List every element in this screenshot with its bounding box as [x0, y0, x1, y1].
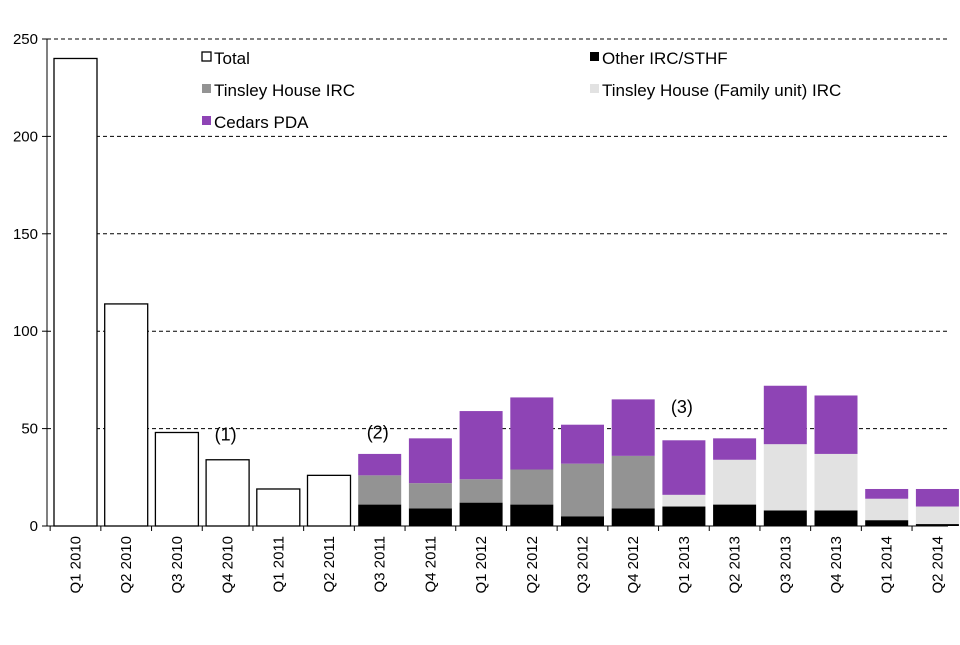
- y-tick-label: 100: [13, 323, 38, 340]
- bar-segment-other-irc-sthf: [915, 524, 959, 526]
- y-tick-label: 250: [13, 31, 38, 48]
- bar-segment-cedars-pda: [611, 399, 655, 456]
- bar-segment-cedars-pda: [713, 438, 757, 460]
- x-tick-label: Q1 2013: [676, 536, 693, 594]
- legend: Total Other IRC/STHF Tinsley House IRC Tins…: [201, 49, 841, 132]
- x-tick-label: Q1 2014: [879, 536, 896, 594]
- x-tick-label: Q4 2011: [422, 536, 439, 592]
- bar-total: [306, 474, 352, 527]
- legend-swatch-tinsley-house-family-unit-irc: [590, 84, 599, 93]
- annotation-note: (3): [671, 397, 693, 417]
- bar-total: [154, 431, 200, 527]
- bar-segment-cedars-pda: [814, 395, 858, 454]
- bars: [53, 57, 959, 527]
- bar-total: [256, 488, 301, 527]
- bar-segment-cedars-pda: [561, 424, 604, 464]
- x-tick-label: Q2 2011: [321, 536, 338, 592]
- bar-segment-cedars-pda: [510, 397, 554, 470]
- x-tick-label: Q1 2010: [68, 536, 85, 594]
- bar-segment-cedars-pda: [459, 411, 503, 480]
- bar-total: [53, 57, 98, 527]
- bar-segment-other-irc-sthf: [358, 504, 402, 526]
- x-tick-label: Q1 2011: [270, 536, 287, 592]
- legend-label-cedars-pda: Cedars PDA: [214, 113, 309, 132]
- x-tick-label: Q3 2010: [169, 536, 186, 594]
- bar-segment-other-irc-sthf: [408, 508, 452, 526]
- bar-segment-other-irc-sthf: [865, 520, 909, 526]
- bar-segment-tinsley-house-family-unit-irc: [814, 453, 858, 511]
- bar-segment-tinsley-house-irc: [510, 469, 554, 505]
- x-tick-label: Q1 2012: [473, 536, 490, 594]
- bar-total: [205, 459, 250, 527]
- bar-segment-other-irc-sthf: [459, 502, 503, 526]
- bar-segment-tinsley-house-irc: [561, 463, 604, 517]
- x-tick-label: Q2 2012: [524, 536, 541, 594]
- bar-segment-cedars-pda: [865, 488, 909, 499]
- x-tick-label: Q3 2012: [575, 536, 592, 594]
- bar-segment-cedars-pda: [662, 440, 706, 495]
- legend-label-tinsley-house-family-unit-irc: Tinsley House (Family unit) IRC: [602, 81, 841, 100]
- x-tick-label: Q4 2010: [220, 536, 237, 594]
- bar-segment-other-irc-sthf: [611, 508, 655, 526]
- bar-segment-other-irc-sthf: [814, 510, 858, 526]
- legend-swatch-cedars-pda: [202, 116, 211, 125]
- bar-segment-tinsley-house-family-unit-irc: [713, 459, 757, 505]
- x-tick-label: Q3 2011: [372, 536, 389, 592]
- legend-swatch-tinsley-house-irc: [202, 84, 211, 93]
- bar-segment-other-irc-sthf: [713, 504, 757, 526]
- y-tick-label: 50: [21, 421, 38, 438]
- x-tick-label: Q2 2010: [118, 536, 135, 594]
- bar-segment-tinsley-house-family-unit-irc: [763, 444, 807, 511]
- bar-segment-other-irc-sthf: [561, 516, 604, 526]
- x-tick-label: Q4 2012: [625, 536, 642, 594]
- bar-segment-tinsley-house-family-unit-irc: [865, 498, 909, 521]
- bar-segment-other-irc-sthf: [763, 510, 807, 526]
- y-tick-label: 200: [13, 128, 38, 145]
- bar-segment-cedars-pda: [358, 453, 402, 476]
- bar-segment-tinsley-house-irc: [611, 455, 655, 509]
- y-tick-label: 0: [30, 518, 38, 535]
- bar-segment-tinsley-house-family-unit-irc: [915, 506, 959, 525]
- y-tick-label: 150: [13, 226, 38, 243]
- bar-total: [104, 303, 149, 527]
- bar-segment-tinsley-house-irc: [408, 483, 452, 509]
- legend-label-tinsley-house-irc: Tinsley House IRC: [214, 81, 355, 100]
- x-tick-label: Q3 2013: [777, 536, 794, 594]
- legend-swatch-total: [201, 51, 212, 62]
- bar-segment-cedars-pda: [915, 488, 959, 507]
- bar-segment-tinsley-house-irc: [459, 479, 503, 503]
- bar-segment-other-irc-sthf: [662, 506, 706, 526]
- x-tick-label: Q2 2013: [727, 536, 744, 594]
- legend-label-other-irc-sthf: Other IRC/STHF: [602, 49, 728, 68]
- annotation-note: (1): [215, 424, 237, 444]
- bar-segment-tinsley-house-irc: [358, 475, 402, 505]
- x-tick-label: Q2 2014: [929, 536, 946, 594]
- bar-segment-other-irc-sthf: [510, 504, 554, 526]
- annotation-note: (2): [367, 422, 389, 442]
- x-tick-label: Q4 2013: [828, 536, 845, 594]
- bar-segment-cedars-pda: [408, 438, 452, 484]
- bar-segment-cedars-pda: [763, 385, 807, 445]
- axes: 0 50 100 150 200 250 Q1 2010 Q2 2010 Q3 2010 Q4 2…: [13, 31, 948, 594]
- bar-segment-tinsley-house-family-unit-irc: [662, 494, 706, 507]
- annotations: (1) (2) (3): [215, 397, 693, 444]
- legend-swatch-other-irc-sthf: [590, 52, 599, 61]
- legend-label-total: Total: [214, 49, 250, 68]
